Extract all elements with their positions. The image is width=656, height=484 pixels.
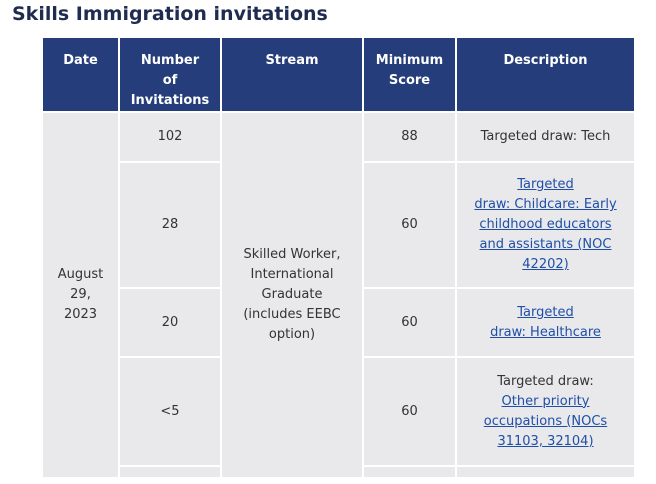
cell-description: Targeted draw: Tech xyxy=(455,111,636,163)
cell-invitations: 102 xyxy=(118,111,222,163)
childcare-draw-link[interactable]: Targeted draw: Childcare: Early childhood … xyxy=(474,177,617,272)
header-minimum-score: Minimum Score xyxy=(362,36,457,113)
header-date: Date xyxy=(41,36,120,113)
cell-description xyxy=(455,465,636,479)
cell-minimum-score: 60 xyxy=(362,287,457,358)
cell-date: August 29, 2023 xyxy=(41,111,120,479)
cell-stream: Skilled Worker, International Graduate (… xyxy=(220,111,364,479)
table-header-row: Date Number of Invitations Stream Minimu… xyxy=(41,36,636,113)
cell-invitations: 20 xyxy=(118,287,222,358)
header-description: Description xyxy=(455,36,636,113)
header-stream: Stream xyxy=(220,36,364,113)
cell-description: Targeted draw: Other priority occupations… xyxy=(455,356,636,467)
cell-minimum-score: 60 xyxy=(362,356,457,467)
invitations-table: Date Number of Invitations Stream Minimu… xyxy=(41,36,636,479)
healthcare-draw-link[interactable]: Targeted draw: Healthcare xyxy=(490,304,601,340)
table-row: 20 60 Targeted draw: Healthcare xyxy=(42,287,636,358)
page-title: Skills Immigration invitations xyxy=(12,3,328,25)
cell-minimum-score xyxy=(362,465,457,479)
cell-invitations: 28 xyxy=(118,161,222,289)
cell-description: Targeted draw: Childcare: Early childhood … xyxy=(455,161,636,289)
cell-minimum-score: 88 xyxy=(362,111,457,163)
cell-minimum-score: 60 xyxy=(362,161,457,289)
header-number-of-invitations: Number of Invitations xyxy=(118,36,222,113)
table-row: August 29, 2023 102 Skilled Worker, Inte… xyxy=(41,111,636,479)
cell-invitations: <5 xyxy=(118,356,222,467)
cell-invitations xyxy=(118,465,222,479)
table-row: <5 60 Targeted draw: Other priority occup… xyxy=(42,356,636,467)
table-row: 28 60 Targeted draw: Childcare: Early chil… xyxy=(42,161,636,289)
table-row-partial xyxy=(42,465,636,479)
cell-description: Targeted draw: Healthcare xyxy=(455,287,636,358)
other-priority-occupations-link[interactable]: Other priority occupations (NOCs 31103, 32… xyxy=(483,393,608,449)
